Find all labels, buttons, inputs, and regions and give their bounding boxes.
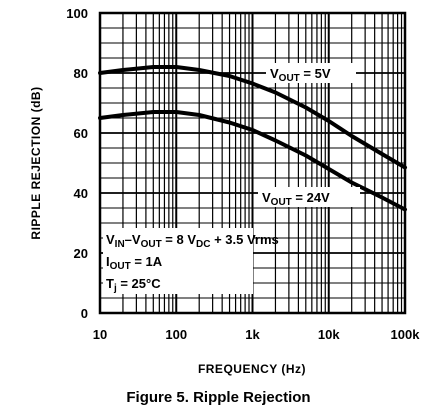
series-label-24v: VOUT = 24V	[262, 190, 330, 208]
y-tick-label: 100	[66, 6, 88, 21]
ripple-rejection-chart: VOUT = 5V VOUT = 24V VIN–VOUT = 8 VDC + …	[29, 6, 420, 376]
series-layer	[98, 65, 407, 212]
plot-frame	[98, 11, 407, 315]
y-tick-label: 20	[74, 246, 88, 261]
condition-tj: Tj = 25°C	[106, 276, 161, 294]
y-tick-label: 40	[74, 186, 88, 201]
figure-caption: Figure 5. Ripple Rejection	[126, 389, 311, 406]
x-tick-label: 10	[93, 327, 107, 342]
series-line-24v	[98, 110, 407, 212]
y-tick-label: 60	[74, 126, 88, 141]
condition-vin: VIN–VOUT = 8 VDC + 3.5 Vrms	[106, 232, 279, 250]
label-box-5v	[266, 63, 356, 83]
y-tick-label: 80	[74, 66, 88, 81]
x-tick-label: 100	[165, 327, 187, 342]
conditions-box	[103, 228, 253, 294]
tick-labels: 10 100 1k 10k 100k 0 20 40 60 80 100	[66, 6, 420, 342]
series-label-5v: VOUT = 5V	[270, 66, 331, 84]
label-box-24v	[258, 187, 360, 207]
condition-iout: IOUT = 1A	[106, 254, 163, 272]
x-tick-label: 100k	[391, 327, 421, 342]
x-tick-label: 1k	[245, 327, 260, 342]
series-line-5v	[98, 65, 407, 170]
y-axis-label: RIPPLE REJECTION (dB)	[29, 86, 43, 239]
x-axis-label: FREQUENCY (Hz)	[198, 362, 306, 376]
y-tick-label: 0	[81, 306, 88, 321]
x-tick-label: 10k	[318, 327, 340, 342]
